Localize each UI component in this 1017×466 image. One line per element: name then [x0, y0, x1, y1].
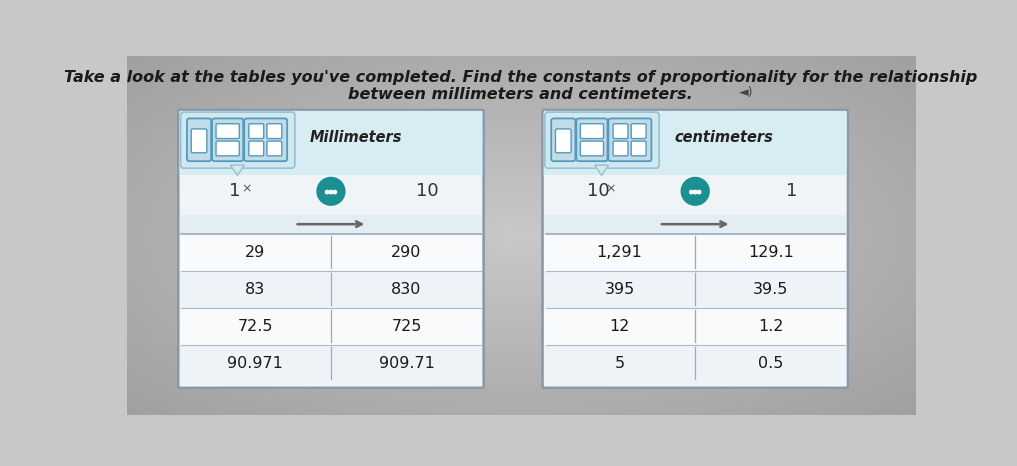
Circle shape: [694, 191, 697, 194]
FancyBboxPatch shape: [249, 141, 263, 156]
FancyBboxPatch shape: [544, 271, 846, 308]
Text: 129.1: 129.1: [747, 245, 793, 260]
Circle shape: [317, 178, 345, 205]
FancyBboxPatch shape: [577, 118, 607, 161]
FancyBboxPatch shape: [544, 345, 846, 382]
FancyBboxPatch shape: [544, 214, 846, 234]
Text: 39.5: 39.5: [753, 282, 788, 297]
FancyBboxPatch shape: [545, 112, 659, 168]
Circle shape: [325, 191, 328, 194]
FancyBboxPatch shape: [542, 110, 848, 176]
Text: 10: 10: [587, 182, 610, 200]
FancyBboxPatch shape: [613, 141, 627, 156]
Text: between millimeters and centimeters.: between millimeters and centimeters.: [349, 87, 694, 102]
Circle shape: [330, 191, 333, 194]
FancyBboxPatch shape: [544, 174, 846, 214]
FancyBboxPatch shape: [180, 174, 482, 214]
Text: 725: 725: [392, 319, 422, 334]
FancyBboxPatch shape: [191, 129, 206, 153]
FancyBboxPatch shape: [632, 124, 646, 138]
Text: ◄): ◄): [739, 86, 754, 99]
FancyBboxPatch shape: [249, 124, 263, 138]
FancyBboxPatch shape: [216, 141, 239, 156]
FancyBboxPatch shape: [555, 129, 572, 153]
Circle shape: [334, 191, 337, 194]
Text: 395: 395: [604, 282, 635, 297]
FancyBboxPatch shape: [266, 124, 282, 138]
FancyBboxPatch shape: [544, 308, 846, 345]
Circle shape: [690, 191, 693, 194]
Text: Millimeters: Millimeters: [310, 130, 403, 145]
Text: ×: ×: [241, 182, 252, 195]
FancyBboxPatch shape: [180, 345, 482, 382]
FancyBboxPatch shape: [178, 110, 484, 176]
Text: Take a look at the tables you've completed. Find the constants of proportionalit: Take a look at the tables you've complet…: [64, 70, 977, 85]
FancyBboxPatch shape: [180, 234, 482, 271]
FancyBboxPatch shape: [180, 271, 482, 308]
Text: 1,291: 1,291: [597, 245, 643, 260]
FancyBboxPatch shape: [266, 141, 282, 156]
Circle shape: [698, 191, 701, 194]
Text: 290: 290: [392, 245, 422, 260]
Text: 12: 12: [609, 319, 630, 334]
FancyBboxPatch shape: [551, 118, 576, 161]
Polygon shape: [231, 165, 244, 176]
FancyBboxPatch shape: [542, 110, 848, 388]
Text: 909.71: 909.71: [378, 356, 434, 370]
Text: 90.971: 90.971: [228, 356, 284, 370]
Text: 1.2: 1.2: [758, 319, 783, 334]
FancyBboxPatch shape: [213, 118, 243, 161]
Text: ×: ×: [606, 182, 616, 195]
Text: 0.5: 0.5: [758, 356, 783, 370]
FancyBboxPatch shape: [187, 118, 212, 161]
Text: 1: 1: [229, 182, 240, 200]
FancyBboxPatch shape: [178, 110, 484, 388]
FancyBboxPatch shape: [581, 124, 603, 138]
Text: 83: 83: [245, 282, 265, 297]
FancyBboxPatch shape: [216, 124, 239, 138]
Text: 72.5: 72.5: [238, 319, 274, 334]
FancyBboxPatch shape: [180, 214, 482, 234]
Text: 1: 1: [786, 182, 797, 200]
Text: 10: 10: [416, 182, 439, 200]
FancyBboxPatch shape: [244, 118, 287, 161]
FancyBboxPatch shape: [613, 124, 627, 138]
Text: 830: 830: [392, 282, 422, 297]
FancyBboxPatch shape: [544, 234, 846, 271]
FancyBboxPatch shape: [608, 118, 652, 161]
Text: centimeters: centimeters: [674, 130, 773, 145]
FancyBboxPatch shape: [181, 112, 295, 168]
Text: 29: 29: [245, 245, 265, 260]
Text: 5: 5: [614, 356, 624, 370]
FancyBboxPatch shape: [632, 141, 646, 156]
FancyBboxPatch shape: [581, 141, 603, 156]
Polygon shape: [595, 165, 608, 176]
Circle shape: [681, 178, 709, 205]
FancyBboxPatch shape: [180, 308, 482, 345]
